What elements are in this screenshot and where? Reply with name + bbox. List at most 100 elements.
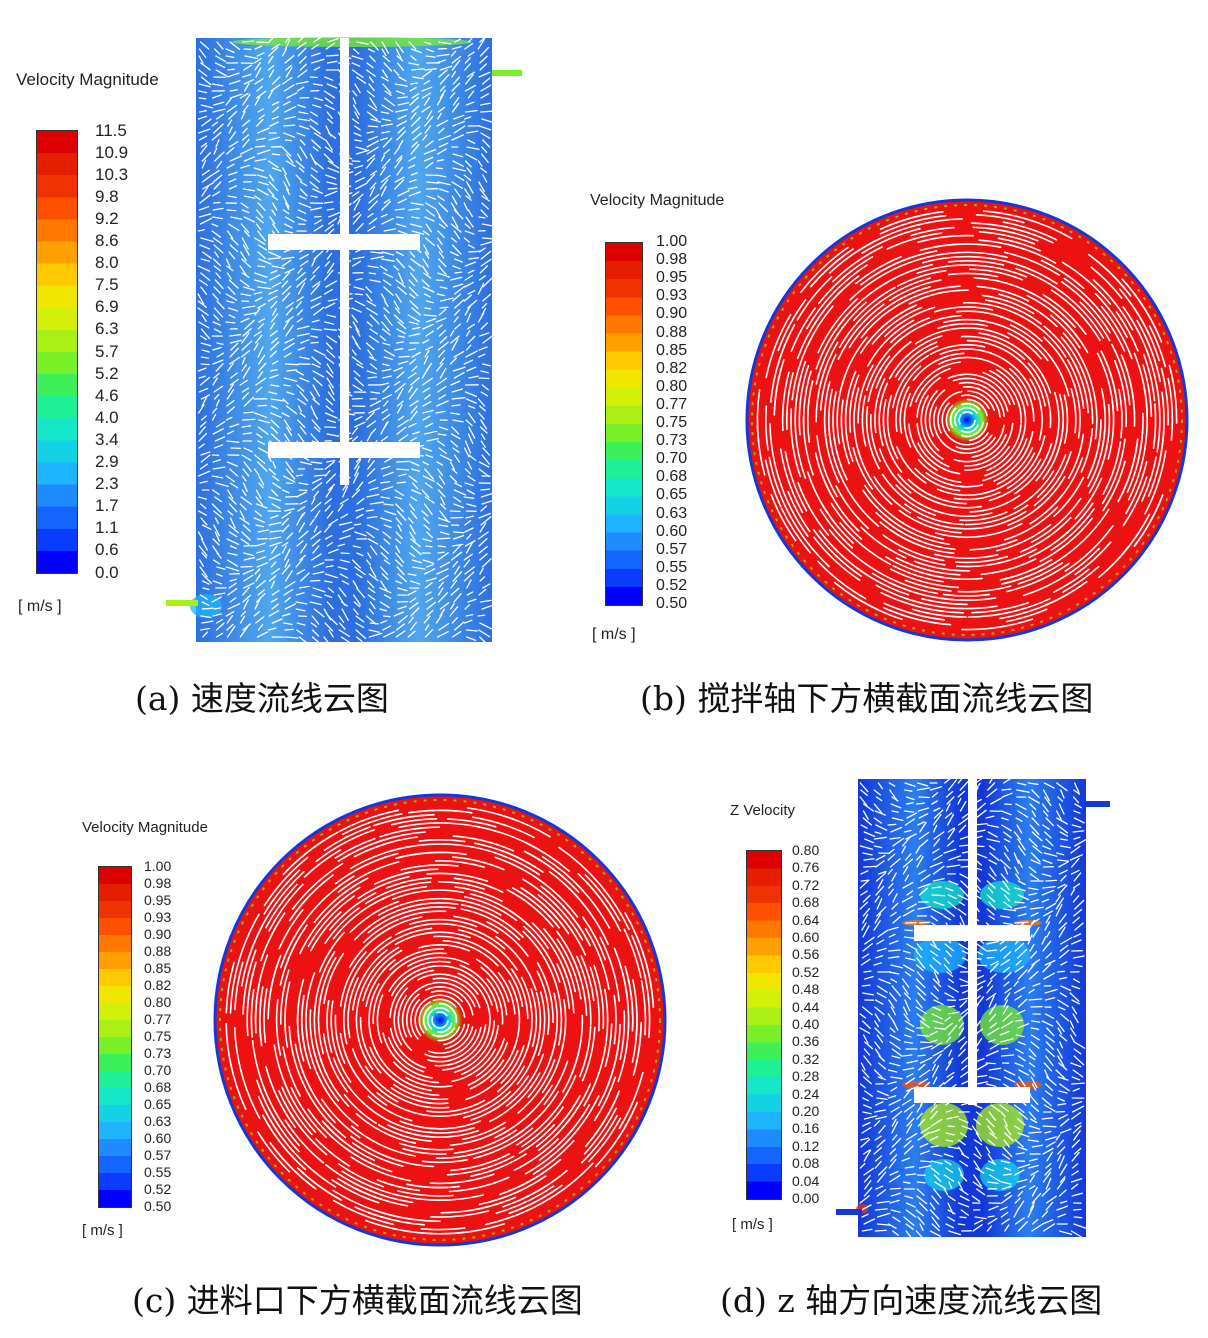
streamline [254, 195, 262, 201]
streamline [1015, 1034, 1025, 1038]
streamline [399, 910, 447, 920]
streamline [1057, 1097, 1065, 1102]
streamline [309, 181, 319, 190]
streamline [327, 187, 338, 190]
streamline [467, 412, 476, 424]
streamline [257, 149, 271, 155]
streamline [1003, 981, 1010, 987]
streamline [867, 355, 891, 403]
streamline [439, 65, 453, 71]
streamline [229, 89, 238, 92]
streamline [966, 398, 988, 417]
streamline [296, 132, 306, 137]
streamline [312, 571, 325, 575]
streamline [933, 807, 941, 812]
streamline [452, 822, 500, 833]
streamline [355, 146, 367, 151]
streamline [421, 279, 430, 288]
streamline [862, 925, 870, 938]
streamline [397, 190, 410, 197]
streamline [201, 580, 210, 585]
streamline [340, 552, 350, 555]
streamline [282, 475, 296, 483]
streamline [435, 167, 443, 170]
streamline [464, 274, 474, 281]
streamline [874, 913, 882, 924]
streamline [1014, 986, 1026, 994]
streamline [197, 496, 208, 500]
streamline [322, 886, 361, 919]
streamline [478, 181, 485, 193]
streamline [874, 895, 880, 903]
streamline [251, 1040, 268, 1096]
streamline [365, 509, 375, 512]
streamline [1064, 525, 1114, 572]
streamline [1072, 1125, 1082, 1134]
streamline [1069, 1020, 1075, 1029]
streamline [268, 289, 279, 295]
streamline [394, 383, 406, 393]
streamline [931, 1160, 943, 1165]
streamline [296, 622, 306, 626]
streamline [281, 489, 290, 494]
streamline [284, 570, 293, 582]
streamline [366, 493, 380, 498]
streamline [211, 596, 222, 603]
streamline [1016, 789, 1030, 793]
streamline [558, 948, 576, 993]
streamline [271, 116, 280, 120]
streamline [1111, 343, 1131, 406]
streamline [464, 566, 476, 575]
streamline [429, 1173, 495, 1185]
streamline [396, 404, 403, 414]
streamline [396, 481, 406, 484]
streamline [1043, 1062, 1053, 1072]
streamline [770, 493, 797, 542]
streamline [426, 195, 437, 200]
streamline [213, 286, 221, 294]
streamline [255, 489, 262, 500]
streamline [284, 202, 290, 210]
streamline [337, 1163, 385, 1188]
streamline [271, 101, 280, 106]
streamline [351, 435, 359, 442]
streamline [438, 69, 448, 78]
streamline [1007, 332, 1042, 360]
streamline [395, 341, 405, 344]
streamline [243, 230, 251, 237]
streamline [242, 949, 257, 1015]
streamline [1045, 1177, 1052, 1190]
legend-tick-label: 0.88 [144, 943, 172, 959]
streamline [355, 277, 363, 281]
streamline [973, 1174, 982, 1187]
streamline [254, 78, 264, 85]
streamline [437, 517, 451, 523]
streamline [285, 426, 293, 436]
streamline [212, 207, 224, 211]
streamline [895, 557, 961, 576]
streamline [478, 629, 491, 638]
streamline [989, 963, 999, 973]
streamline [1069, 854, 1083, 861]
streamline [948, 432, 989, 446]
streamline [343, 1094, 377, 1124]
streamline [240, 293, 252, 297]
streamline [1071, 1163, 1079, 1169]
streamline [228, 141, 239, 148]
streamline [256, 188, 269, 196]
streamline [229, 482, 239, 489]
streamline [383, 631, 395, 638]
streamline [1142, 382, 1148, 450]
streamline [1070, 845, 1081, 854]
streamline [1067, 433, 1085, 479]
streamline [296, 216, 307, 222]
streamline [1062, 565, 1100, 593]
streamline [453, 454, 461, 463]
streamline [1028, 988, 1035, 994]
streamline [859, 796, 868, 807]
streamline [379, 179, 389, 190]
streamline [425, 454, 434, 458]
streamline [424, 496, 435, 504]
streamline [995, 363, 1029, 407]
streamline [1017, 880, 1026, 886]
